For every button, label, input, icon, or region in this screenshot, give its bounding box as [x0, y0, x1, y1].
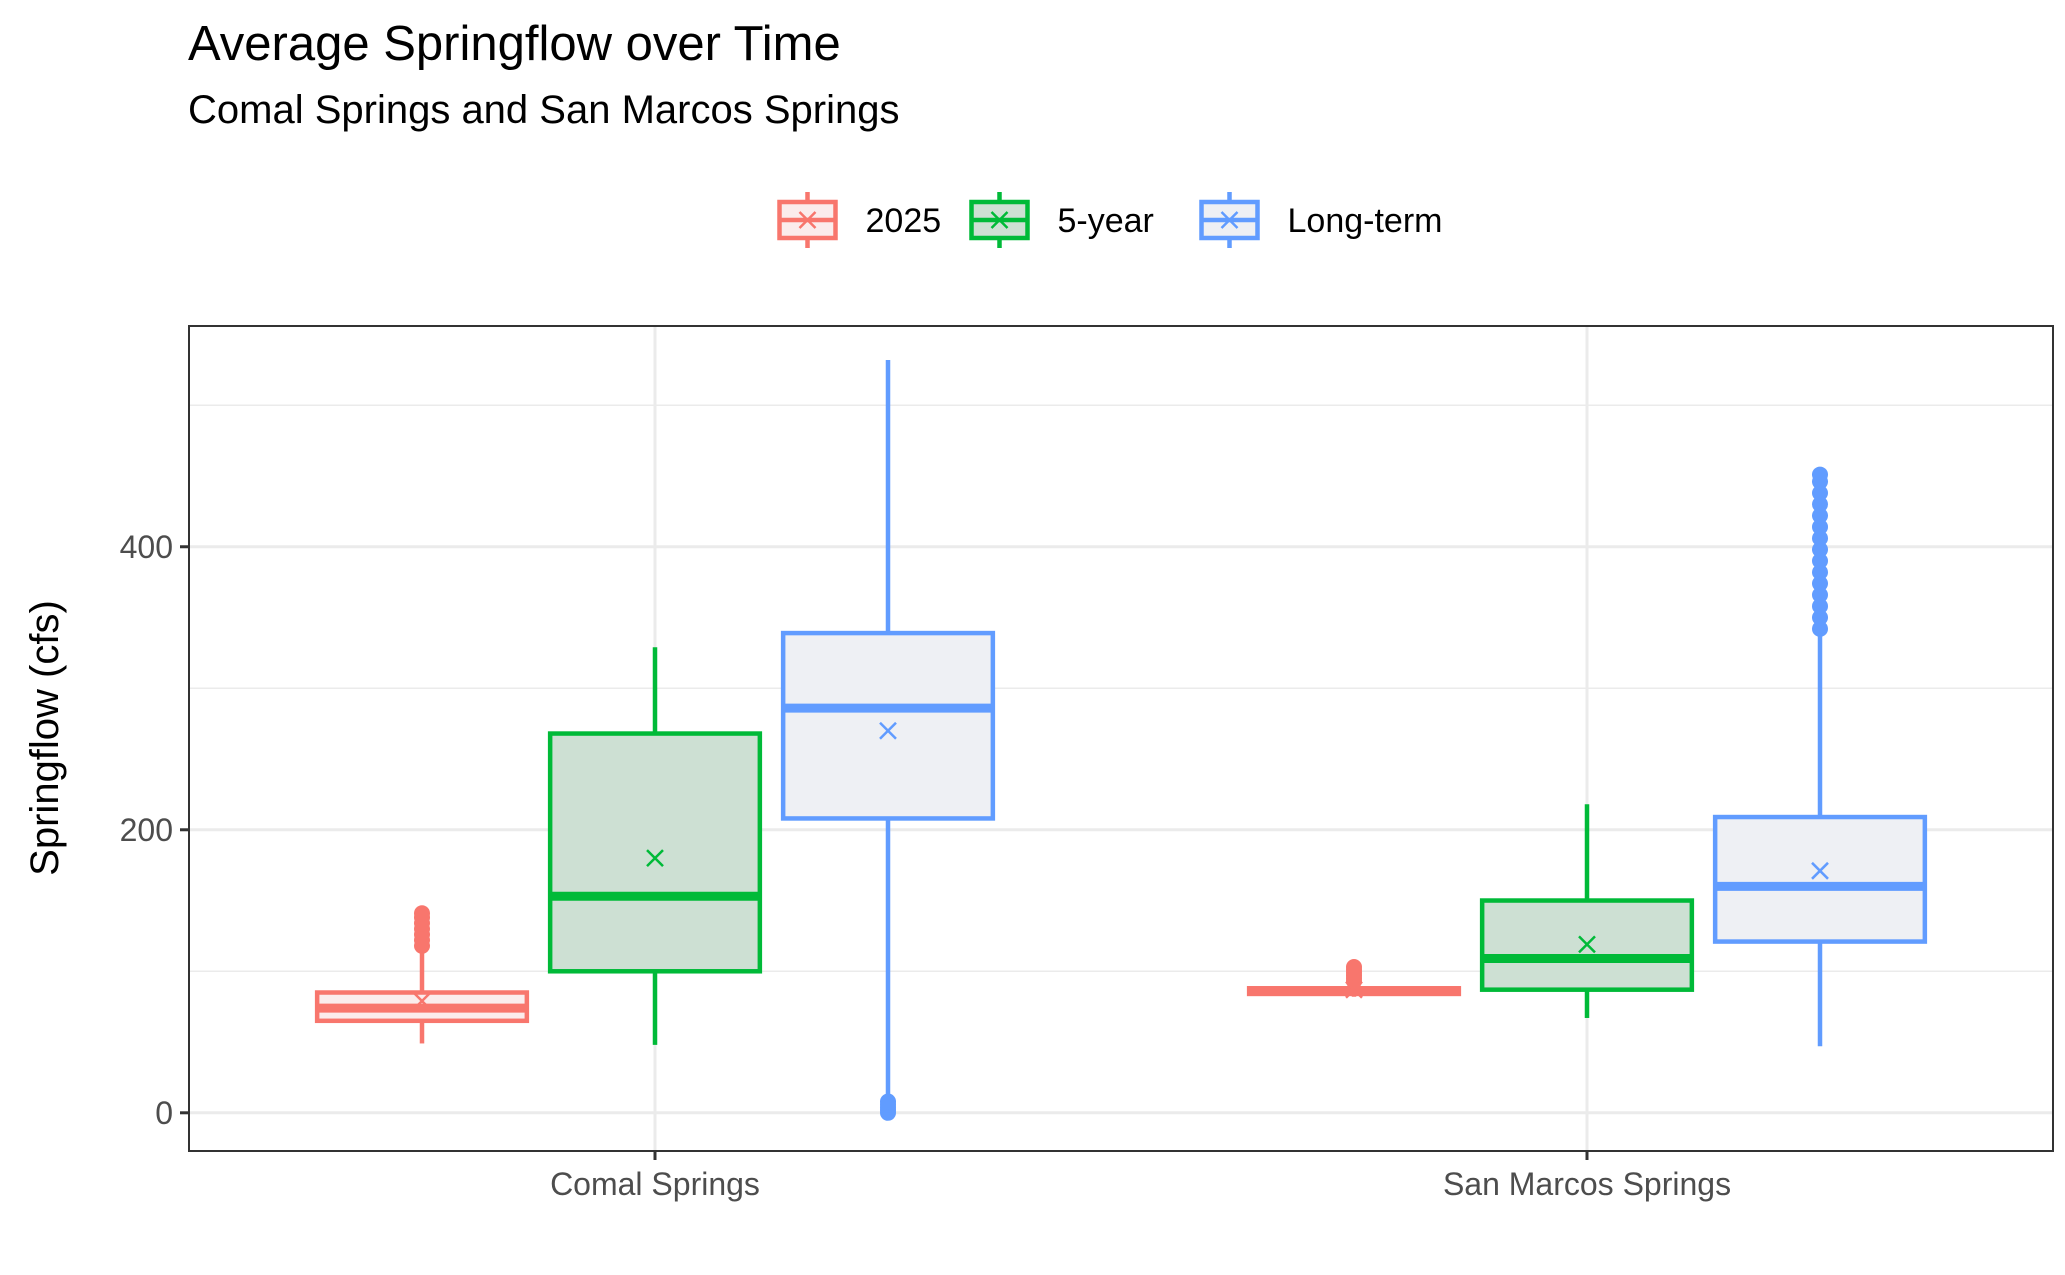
outlier-point — [1812, 552, 1828, 569]
legend: 2025 5-year Long-term — [777, 192, 1443, 248]
x-tick-label: Comal Springs — [550, 1166, 760, 1202]
outlier-point — [1812, 507, 1828, 524]
box — [1712, 814, 1928, 944]
outlier-point — [1812, 564, 1828, 581]
outlier-point — [1812, 620, 1828, 637]
box-series — [314, 359, 1928, 1121]
legend-item-2025: 2025 — [777, 192, 942, 248]
y-axis-title: Springflow (cfs) — [23, 600, 67, 876]
chart-subtitle: Comal Springs and San Marcos Springs — [188, 88, 900, 132]
y-tick-label: 0 — [155, 1095, 173, 1131]
outlier-point — [1812, 466, 1828, 483]
legend-label: 5-year — [1058, 202, 1154, 240]
outlier-point — [1812, 541, 1828, 558]
box — [547, 731, 763, 974]
legend-item-long-term: Long-term — [1199, 192, 1443, 248]
plot-border — [188, 325, 2054, 1152]
y-tick-label: 400 — [120, 529, 173, 565]
mean-marker — [1811, 861, 1829, 880]
axes: 0 200 400 Comal Springs San Marcos Springs — [120, 529, 1731, 1202]
mean-marker — [879, 721, 897, 740]
outlier-point — [1812, 518, 1828, 535]
mean-marker — [1345, 980, 1363, 999]
outlier-point — [1812, 598, 1828, 615]
x-tick-label: San Marcos Springs — [1443, 1166, 1731, 1202]
y-tick-label: 200 — [120, 812, 173, 848]
mean-marker — [413, 992, 431, 1010]
outlier-point — [1812, 496, 1828, 513]
legend-key-mean — [990, 211, 1009, 229]
legend-key-mean — [798, 211, 817, 229]
series-2025 — [314, 905, 1462, 1044]
legend-item-5-year: 5-year — [969, 192, 1154, 248]
box — [1479, 898, 1695, 992]
mean-marker — [1578, 935, 1596, 954]
chart-title: Average Springflow over Time — [188, 17, 841, 71]
outlier-point — [1812, 586, 1828, 603]
legend-label: 2025 — [866, 202, 942, 240]
outlier-point — [1812, 609, 1828, 626]
plot-panel — [189, 326, 2053, 1151]
outlier-point — [1346, 959, 1362, 976]
legend-key-mean — [1220, 211, 1239, 229]
legend-label: Long-term — [1288, 202, 1443, 240]
outlier-point — [414, 905, 430, 922]
outlier-point — [1812, 575, 1828, 592]
outlier-point — [880, 1093, 896, 1110]
outlier-point — [1812, 530, 1828, 547]
outlier-point — [1812, 484, 1828, 501]
series-5-year — [547, 647, 1695, 1045]
mean-marker — [646, 849, 664, 867]
box — [780, 630, 996, 821]
series-long-term — [780, 359, 1928, 1121]
